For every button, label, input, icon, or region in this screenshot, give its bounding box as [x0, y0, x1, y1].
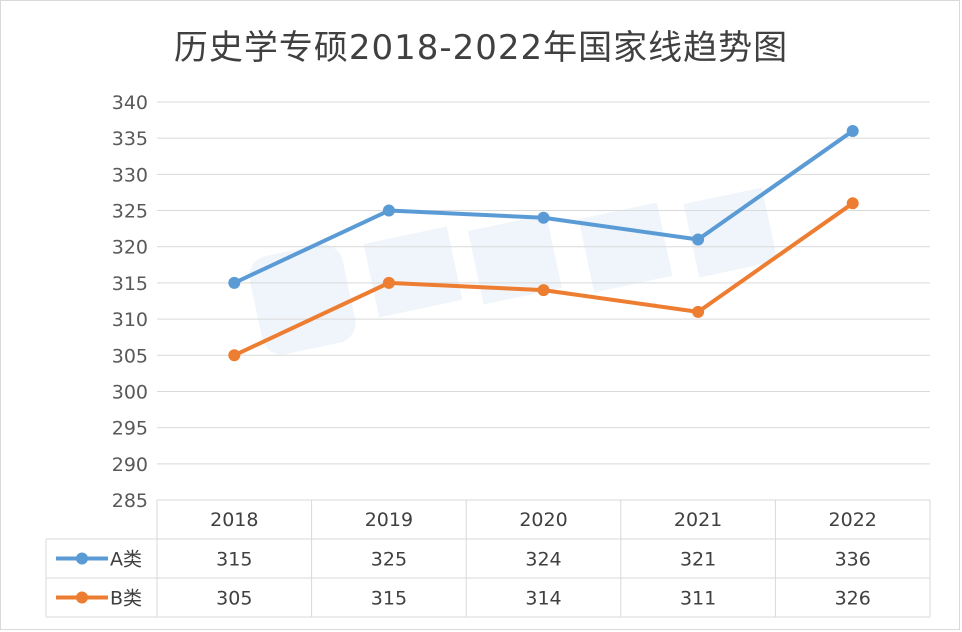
data-table: 2018 2019 2020 2021 2022 A类 315 325 324 321 336 B类 3…	[45, 499, 931, 618]
data-table-cell: 321	[680, 549, 716, 571]
legend-key-marker	[76, 591, 88, 604]
x-tick-label: 2021	[674, 509, 722, 531]
x-tick-label: 2020	[519, 509, 567, 531]
x-tick-label: 2018	[210, 509, 258, 531]
data-point	[382, 276, 395, 289]
y-tick-label: 305	[112, 345, 148, 367]
data-table-cell: 305	[216, 588, 252, 610]
y-tick-label: 315	[112, 273, 148, 295]
data-point	[537, 211, 550, 224]
y-tick-label: 335	[112, 128, 148, 150]
data-table-cell: 326	[835, 588, 871, 610]
watermark-logo	[249, 187, 778, 355]
data-point	[537, 284, 550, 297]
y-tick-label: 290	[112, 454, 148, 476]
data-point	[382, 204, 395, 217]
y-axis: 340 335 330 325 320 315 310 305 300 295 290 285	[112, 92, 148, 512]
chart-title: 历史学专硕2018-2022年国家线趋势图	[173, 28, 789, 68]
data-table-cell: 315	[216, 549, 252, 571]
data-table-cell: 324	[525, 549, 561, 571]
data-point	[846, 197, 859, 210]
data-table-cell: 325	[371, 549, 407, 571]
y-tick-label: 310	[112, 309, 148, 331]
y-tick-label: 340	[112, 92, 148, 114]
data-table-cell: 314	[525, 588, 561, 610]
x-tick-label: 2022	[829, 509, 877, 531]
y-tick-label: 285	[112, 490, 148, 512]
legend-label: A类	[110, 549, 142, 571]
data-table-cell: 336	[835, 549, 871, 571]
data-point	[228, 349, 241, 362]
data-table-cell: 311	[680, 588, 716, 610]
data-point	[692, 233, 705, 246]
data-table-cell: 315	[371, 588, 407, 610]
y-tick-label: 330	[112, 164, 148, 186]
data-point	[692, 305, 705, 318]
y-tick-label: 320	[112, 237, 148, 259]
y-tick-label: 295	[112, 418, 148, 440]
legend-label: B类	[110, 588, 142, 610]
gridlines	[157, 101, 930, 501]
data-point	[228, 276, 241, 289]
data-point	[846, 124, 859, 137]
x-tick-label: 2019	[365, 509, 413, 531]
series-lines	[228, 124, 859, 362]
y-tick-label: 325	[112, 201, 148, 223]
y-tick-label: 300	[112, 381, 148, 403]
legend-key-marker	[76, 552, 88, 565]
